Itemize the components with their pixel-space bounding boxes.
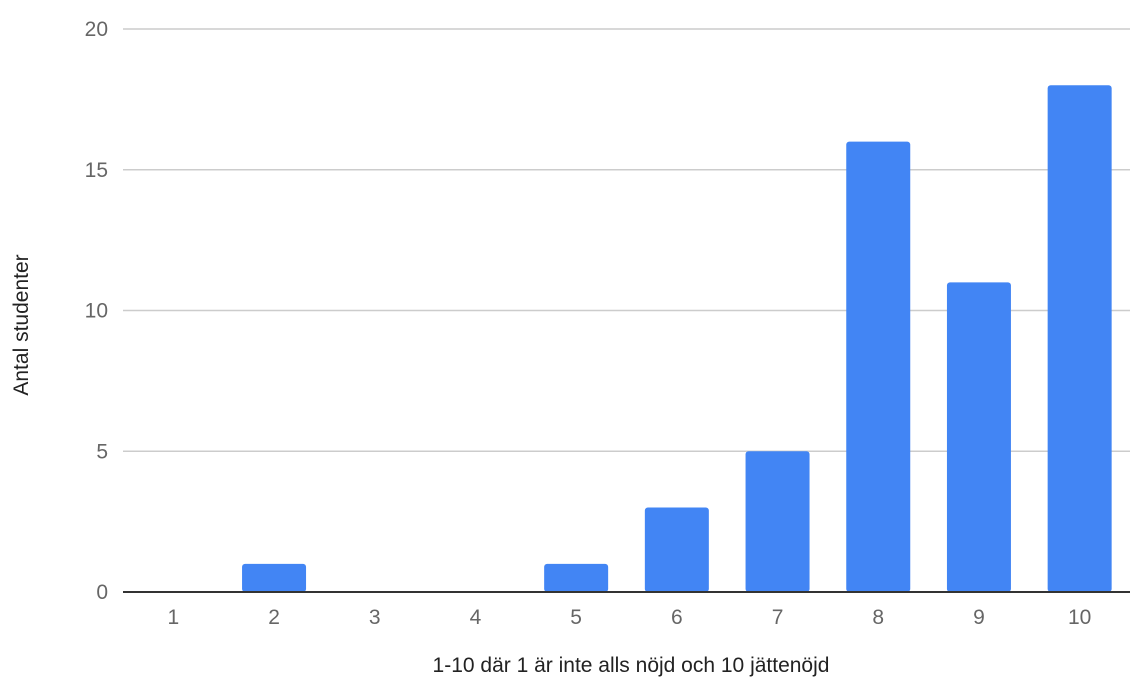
- x-tick-label: 4: [470, 606, 482, 629]
- bar-10: [1047, 85, 1112, 593]
- bar-5: [544, 563, 609, 592]
- y-tick-label: 15: [85, 159, 108, 182]
- bar-2: [242, 563, 307, 592]
- x-tick-label: 2: [268, 606, 280, 629]
- x-tick-label: 10: [1068, 606, 1091, 629]
- y-tick-label: 10: [85, 300, 108, 323]
- bar-8: [846, 141, 911, 592]
- x-tick-label: 3: [369, 606, 381, 629]
- y-tick-labels: 0 5 10 15 20: [85, 18, 108, 604]
- x-tick-label: 7: [772, 606, 784, 629]
- x-tick-label: 6: [671, 606, 683, 629]
- x-tick-label: 1: [168, 606, 180, 629]
- bars: [242, 85, 1112, 593]
- bar-9: [946, 282, 1011, 592]
- y-tick-label: 5: [96, 440, 108, 463]
- x-tick-label: 5: [570, 606, 582, 629]
- bar-7: [745, 451, 810, 592]
- y-tick-label: 0: [96, 581, 108, 604]
- x-tick-labels: 1 2 3 4 5 6 7 8 9 10: [168, 606, 1092, 629]
- bar-6: [644, 507, 709, 592]
- x-tick-label: 8: [872, 606, 884, 629]
- y-axis-title: Antal studenter: [10, 254, 33, 395]
- x-axis-title: 1-10 där 1 är inte alls nöjd och 10 jätt…: [433, 654, 830, 677]
- y-tick-label: 20: [85, 18, 108, 41]
- x-tick-label: 9: [973, 606, 985, 629]
